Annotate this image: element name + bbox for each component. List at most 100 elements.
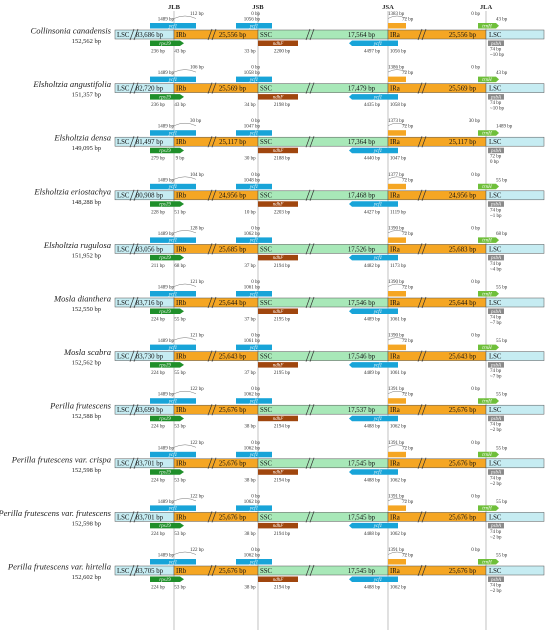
- psbA-gene-label: psbA: [490, 578, 502, 583]
- ira-length: 25,569 bp: [449, 86, 477, 93]
- irb-label: IRb: [176, 246, 187, 253]
- rps19-gene: [150, 94, 184, 100]
- break-mark: [305, 296, 311, 309]
- bp-label-top: 0 bp: [471, 494, 480, 499]
- break-mark: [309, 296, 315, 309]
- ycf1-above-jsb-label: ycf1: [249, 78, 258, 83]
- ira-label: IRa: [390, 514, 400, 521]
- break-mark: [133, 243, 139, 255]
- trnH-gene: [478, 130, 499, 136]
- bp-label-bottom: 74 bp: [490, 208, 502, 213]
- lsc-label: LSC: [117, 407, 130, 414]
- bp-label-top: 0 bp: [251, 119, 260, 124]
- trnH-gene: [478, 183, 499, 190]
- lsc-length: 83,056 bp: [136, 246, 164, 253]
- rps19-fragment-above: [388, 237, 406, 243]
- break-mark: [133, 136, 139, 148]
- bp-label-bottom: ~2 bp: [490, 589, 502, 594]
- bp-label-bottom: 1061 bp: [390, 318, 407, 323]
- ycf1-gene: [349, 308, 398, 314]
- ycf1-gene: [349, 576, 398, 582]
- lsc-right-label: LSC: [489, 300, 502, 307]
- rps19-fragment-above: [388, 505, 406, 511]
- bp-label-top: 1489 bp: [158, 178, 175, 183]
- bp-label-bottom: 236 bp: [151, 103, 165, 108]
- bp-label-bottom: 38 bp: [244, 478, 256, 483]
- bp-label-top: 68 bp: [496, 232, 508, 237]
- bp-label-top: 1489 bp: [158, 71, 175, 76]
- bp-label-bottom: 30 bp: [244, 157, 256, 162]
- ycf1-fragment-above: [150, 130, 196, 136]
- overhang-bracket: [173, 122, 197, 126]
- break-mark: [305, 350, 311, 362]
- rps19-gene-label: rps19: [159, 149, 171, 154]
- bp-label-bottom: 55 bp: [174, 371, 186, 376]
- psbA-gene: [488, 147, 504, 154]
- bp-label-top: 122 bp: [190, 494, 204, 499]
- bp-label-top: 55 bp: [496, 286, 508, 291]
- bp-label-bottom: 4488 bp: [364, 532, 381, 537]
- bp-label-top: 122 bp: [190, 441, 204, 446]
- bp-label-bottom: 4497 bp: [364, 50, 381, 55]
- bp-label-bottom: 0 bp: [490, 160, 499, 165]
- bp-label-bottom: 74 bp: [490, 584, 502, 589]
- ira-length: 25,676 bp: [449, 407, 477, 414]
- trnH-gene: [478, 451, 499, 458]
- ssc-label: SSC: [260, 246, 273, 253]
- psbA-gene: [488, 469, 504, 475]
- break-mark: [129, 243, 135, 255]
- break-mark: [309, 243, 315, 255]
- bp-label-top: 1062 bp: [244, 500, 261, 505]
- ycf1-gene-label: ycf1: [373, 149, 382, 154]
- ira-length: 25,676 bp: [449, 514, 477, 521]
- lsc-right-label: LSC: [489, 568, 502, 575]
- bp-label-top: 55 bp: [496, 339, 508, 344]
- bp-label-bottom: 74 bp: [490, 369, 502, 374]
- irb-label: IRb: [176, 568, 187, 575]
- trnH-gene-label: trnH: [482, 453, 492, 458]
- psbA-gene: [488, 576, 504, 582]
- irb-length: 25,676 bp: [219, 514, 247, 521]
- ssc-length: 17,526 bp: [348, 246, 376, 253]
- bp-label-top: 1047 bp: [244, 125, 261, 130]
- overhang-bracket: [173, 337, 197, 341]
- lsc-right-region: [485, 565, 545, 576]
- ycf1-gene-label: ycf1: [373, 95, 382, 100]
- bp-label-bottom: 37 bp: [244, 318, 256, 323]
- break-mark: [305, 511, 311, 523]
- bp-label-top: 0 bp: [251, 280, 260, 285]
- ssc-label: SSC: [260, 32, 273, 39]
- bp-label-top: 0 bp: [471, 334, 480, 339]
- bp-label-bottom: 4489 bp: [364, 318, 381, 323]
- bp-label-bottom: 38 bp: [244, 586, 256, 591]
- irb-length: 25,685 bp: [219, 246, 247, 253]
- irb-length: 25,117 bp: [219, 139, 247, 146]
- bp-label-bottom: ~7 bp: [490, 321, 502, 326]
- ira-length: 25,676 bp: [449, 568, 477, 575]
- ycf1-gene-label: ycf1: [373, 578, 382, 583]
- trnH-gene: [478, 505, 499, 511]
- ycf1-fragment-above: [150, 76, 196, 83]
- lsc-right-region: [485, 458, 545, 469]
- bp-label-top: 72 bp: [402, 232, 414, 237]
- rps19-gene-label: rps19: [159, 578, 171, 583]
- irb-length: 24,956 bp: [219, 193, 247, 200]
- psbA-gene: [488, 201, 504, 207]
- ycf1-fragment-above: [150, 237, 196, 243]
- break-mark: [211, 457, 217, 469]
- overhang-bracket: [387, 283, 407, 287]
- ycf1-above-jsb-label: ycf1: [249, 400, 258, 405]
- rps19-gene: [150, 576, 184, 582]
- break-mark: [421, 404, 427, 416]
- bp-label-top: 121 bp: [190, 280, 204, 285]
- bp-label-top: 0 bp: [471, 12, 480, 17]
- overhang-bracket: [387, 390, 407, 394]
- ycf1-above-jsb: [236, 344, 272, 351]
- bp-label-bottom: 43 bp: [174, 50, 186, 55]
- lsc-length: 83,716 bp: [136, 300, 164, 307]
- trnH-gene: [478, 76, 499, 83]
- bp-label-bottom: 68 bp: [174, 264, 186, 269]
- overhang-bracket: [387, 122, 407, 126]
- bp-label-top: 0 bp: [471, 548, 480, 553]
- overhang-bracket: [173, 230, 197, 234]
